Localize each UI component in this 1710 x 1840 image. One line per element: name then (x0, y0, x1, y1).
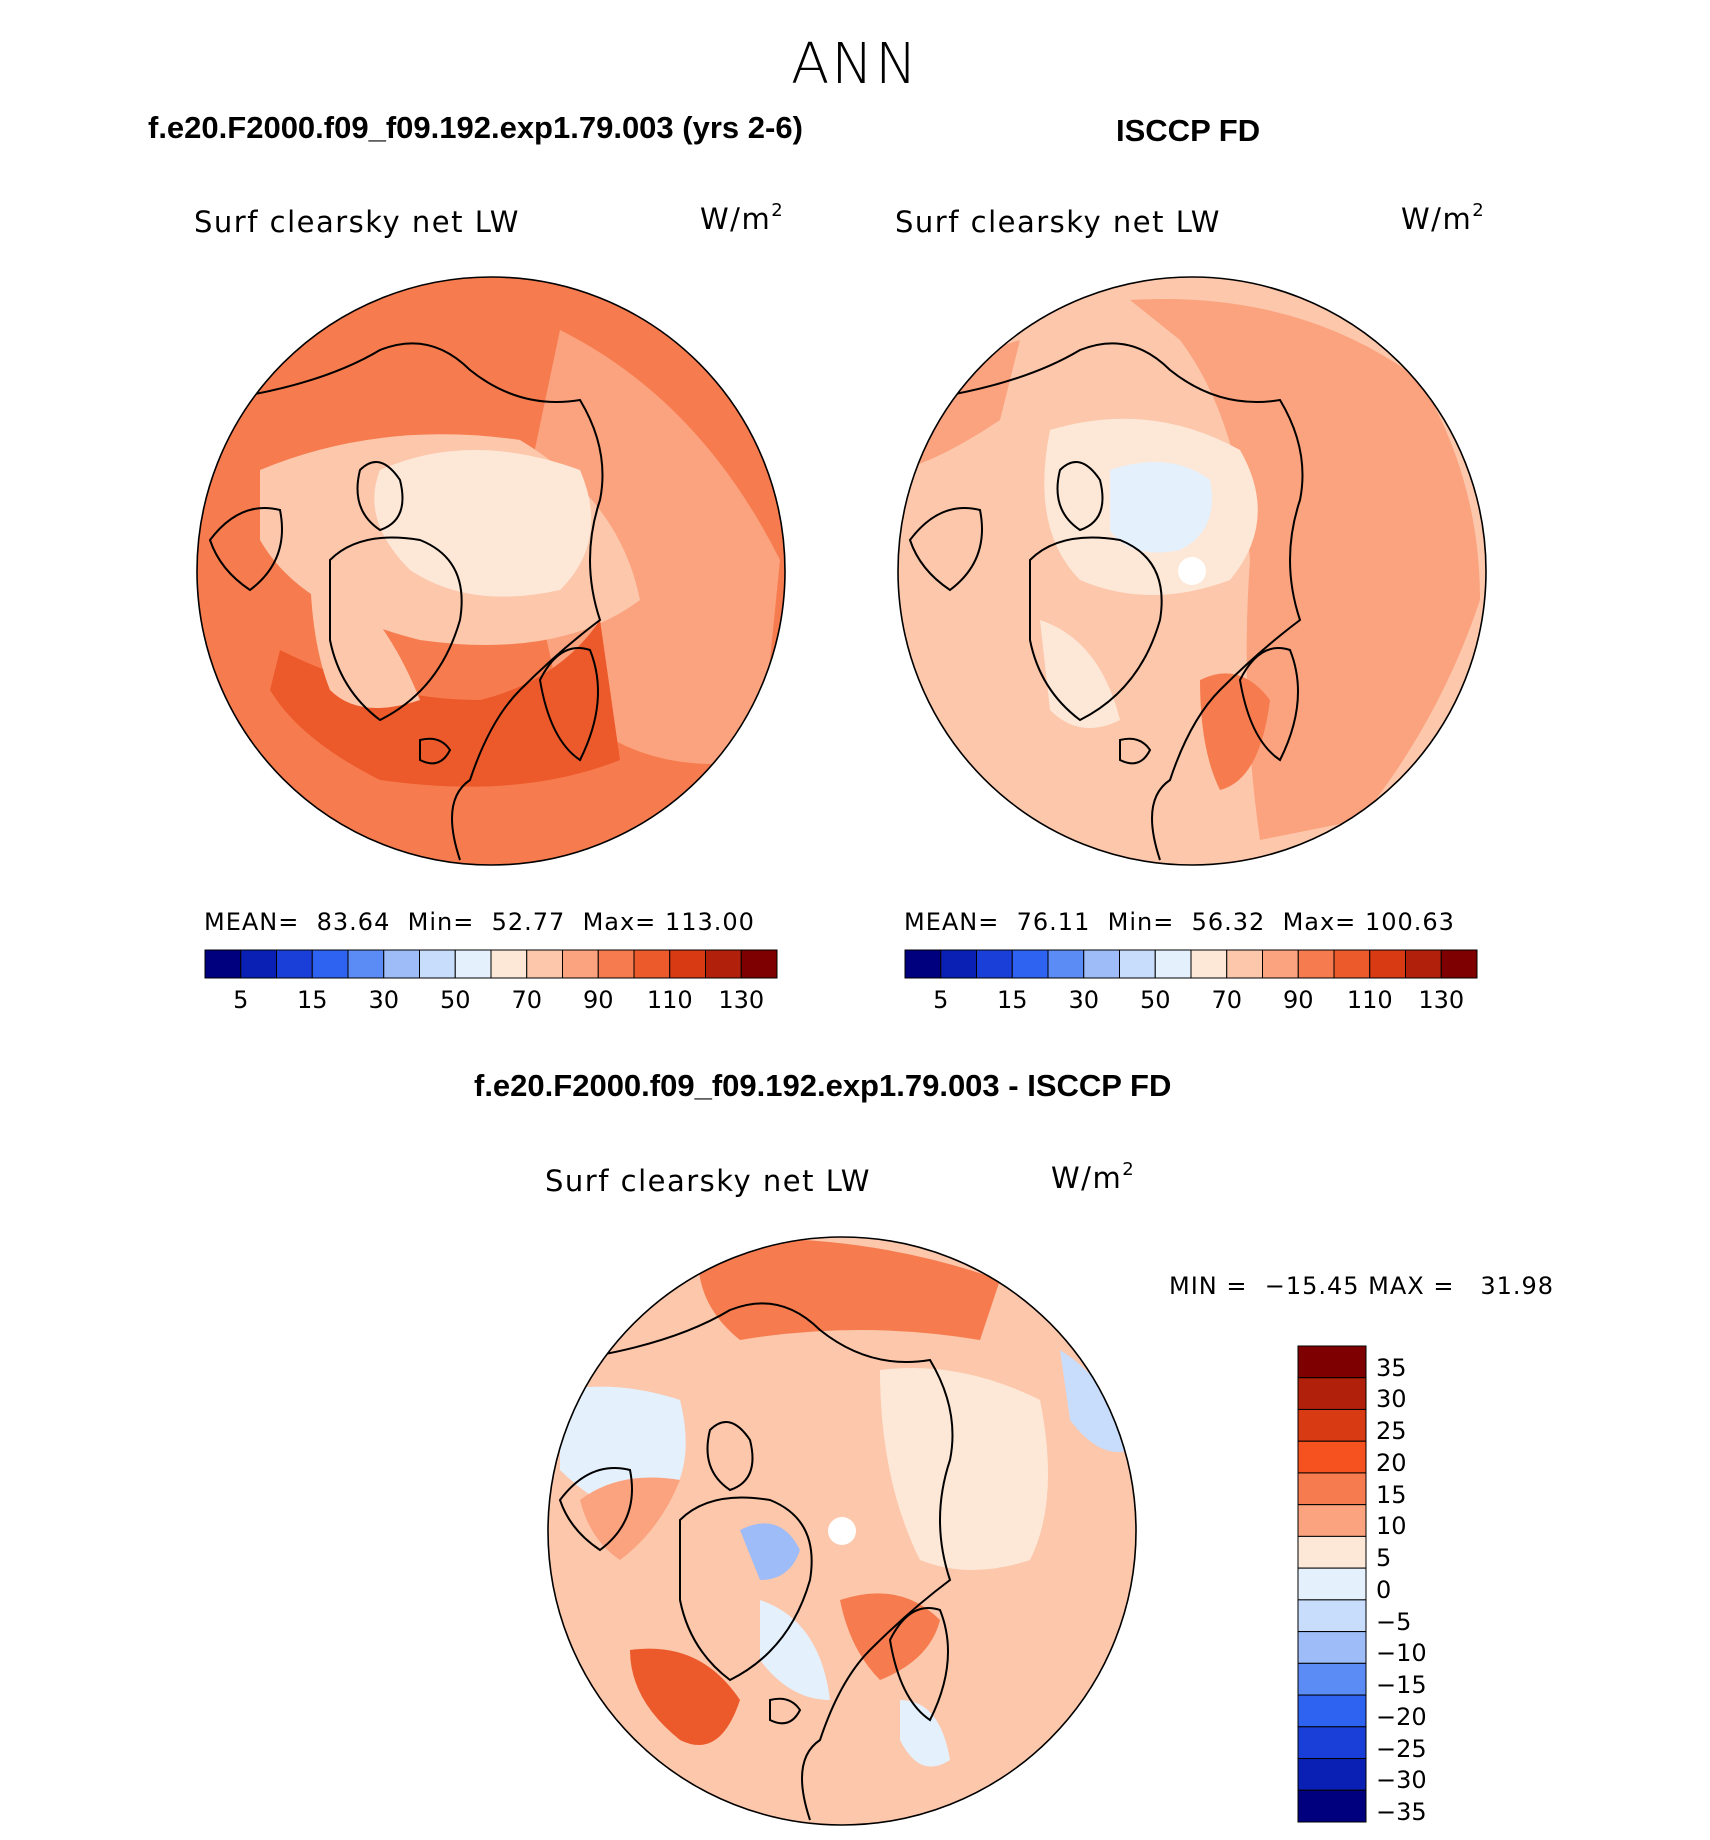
colorbar-swatch (490, 949, 528, 979)
colorbar-swatch (1047, 949, 1085, 979)
colorbar-swatch (633, 949, 671, 979)
colorbar-swatch (1297, 1599, 1367, 1633)
colorbar-tick-label: 35 (1376, 1353, 1407, 1382)
colorbar-tick-label: 50 (1139, 986, 1171, 1014)
colorbar-tick-label: 15 (296, 986, 328, 1014)
colorbar-swatch (1297, 1472, 1367, 1506)
colorbar-tick-label: 0 (1376, 1575, 1392, 1604)
colorbar-swatch (904, 949, 942, 979)
obs-units-label: W/m2 (1401, 200, 1486, 236)
colorbar-swatch (597, 949, 635, 979)
colorbar-swatch (1297, 1726, 1367, 1760)
colorbar-swatch (526, 949, 563, 979)
colorbar-tick-label: 10 (1376, 1512, 1407, 1541)
colorbar-swatch (1405, 949, 1442, 979)
colorbar-tick-label: 20 (1376, 1448, 1407, 1477)
colorbar-tick-label: 25 (1376, 1417, 1407, 1446)
colorbar-swatch (705, 949, 742, 979)
colorbar-swatch (311, 949, 349, 979)
colorbar-tick-label: −15 (1376, 1671, 1427, 1700)
obs-colorbar (904, 949, 1478, 979)
diff-colorbar (1297, 1345, 1367, 1823)
colorbar-swatch (1226, 949, 1263, 979)
model-map (196, 276, 786, 866)
colorbar-swatch (276, 949, 313, 979)
colorbar-swatch (454, 949, 492, 979)
colorbar-swatch (347, 949, 385, 979)
colorbar-tick-label: 70 (1211, 986, 1243, 1014)
colorbar-swatch (240, 949, 277, 979)
colorbar-swatch (1154, 949, 1192, 979)
colorbar-swatch (1297, 1345, 1367, 1379)
season-title: ANN (790, 32, 920, 97)
colorbar-swatch (1297, 1758, 1367, 1791)
diff-units-label: W/m2 (1051, 1159, 1136, 1195)
diff-variable-label: Surf clearsky net LW (545, 1164, 871, 1198)
colorbar-swatch (419, 949, 456, 979)
colorbar-tick-label: 50 (439, 986, 471, 1014)
colorbar-tick-label: −35 (1376, 1798, 1427, 1826)
colorbar-swatch (1297, 1504, 1367, 1537)
colorbar-tick-label: −20 (1376, 1702, 1427, 1731)
colorbar-swatch (1297, 1440, 1367, 1474)
colorbar-tick-label: −25 (1376, 1734, 1427, 1763)
colorbar-swatch (740, 949, 778, 979)
colorbar-tick-label: −30 (1376, 1766, 1427, 1795)
obs-variable-label: Surf clearsky net LW (895, 205, 1221, 239)
colorbar-swatch (1297, 1662, 1367, 1696)
colorbar-swatch (1083, 949, 1120, 979)
colorbar-swatch (383, 949, 420, 979)
colorbar-swatch (1262, 949, 1299, 979)
diff-minmax: MIN = −15.45 MAX = 31.98 (1169, 1272, 1555, 1300)
colorbar-tick-label: 90 (1282, 986, 1314, 1014)
colorbar-swatch (1297, 949, 1335, 979)
colorbar-swatch (1119, 949, 1156, 979)
colorbar-tick-label: 110 (646, 986, 693, 1014)
colorbar-tick-label: 70 (511, 986, 543, 1014)
colorbar-swatch (669, 949, 706, 979)
colorbar-swatch (1297, 1408, 1367, 1442)
colorbar-tick-label: 30 (1068, 986, 1100, 1014)
colorbar-tick-label: −10 (1376, 1639, 1427, 1668)
colorbar-tick-label: 15 (996, 986, 1028, 1014)
colorbar-swatch (1190, 949, 1228, 979)
colorbar-tick-label: 110 (1346, 986, 1393, 1014)
colorbar-tick-label: 5 (1376, 1544, 1392, 1573)
colorbar-swatch (1297, 1789, 1367, 1823)
colorbar-tick-label: −5 (1376, 1607, 1412, 1636)
colorbar-tick-label: 30 (368, 986, 400, 1014)
colorbar-tick-label: 90 (582, 986, 614, 1014)
colorbar-swatch (976, 949, 1013, 979)
colorbar-tick-label: 130 (718, 986, 765, 1014)
obs-map (897, 276, 1487, 866)
colorbar-swatch (1297, 1694, 1367, 1728)
colorbar-swatch (1011, 949, 1049, 979)
diff-panel-title: f.e20.F2000.f09_f09.192.exp1.79.003 - IS… (474, 1068, 1172, 1103)
colorbar-swatch (204, 949, 242, 979)
colorbar-swatch (1297, 1535, 1367, 1569)
colorbar-swatch (1297, 1567, 1367, 1601)
colorbar-swatch (1369, 949, 1406, 979)
colorbar-swatch (1333, 949, 1371, 979)
colorbar-tick-label: 5 (233, 986, 249, 1014)
model-stats: MEAN= 83.64 Min= 52.77 Max= 113.00 (204, 908, 755, 936)
colorbar-swatch (940, 949, 977, 979)
model-units-label: W/m2 (700, 200, 785, 236)
colorbar-tick-label: 5 (933, 986, 949, 1014)
colorbar-tick-label: 30 (1376, 1385, 1407, 1414)
obs-panel-title: ISCCP FD (1116, 113, 1261, 148)
obs-stats: MEAN= 76.11 Min= 56.32 Max= 100.63 (904, 908, 1455, 936)
model-colorbar (204, 949, 778, 979)
colorbar-swatch (1297, 1631, 1367, 1664)
colorbar-swatch (1440, 949, 1478, 979)
colorbar-swatch (1297, 1377, 1367, 1410)
model-variable-label: Surf clearsky net LW (194, 205, 520, 239)
diff-map (547, 1236, 1137, 1826)
colorbar-tick-label: 15 (1376, 1480, 1407, 1509)
colorbar-tick-label: 130 (1418, 986, 1465, 1014)
model-panel-title: f.e20.F2000.f09_f09.192.exp1.79.003 (yrs… (148, 110, 803, 145)
colorbar-swatch (562, 949, 599, 979)
